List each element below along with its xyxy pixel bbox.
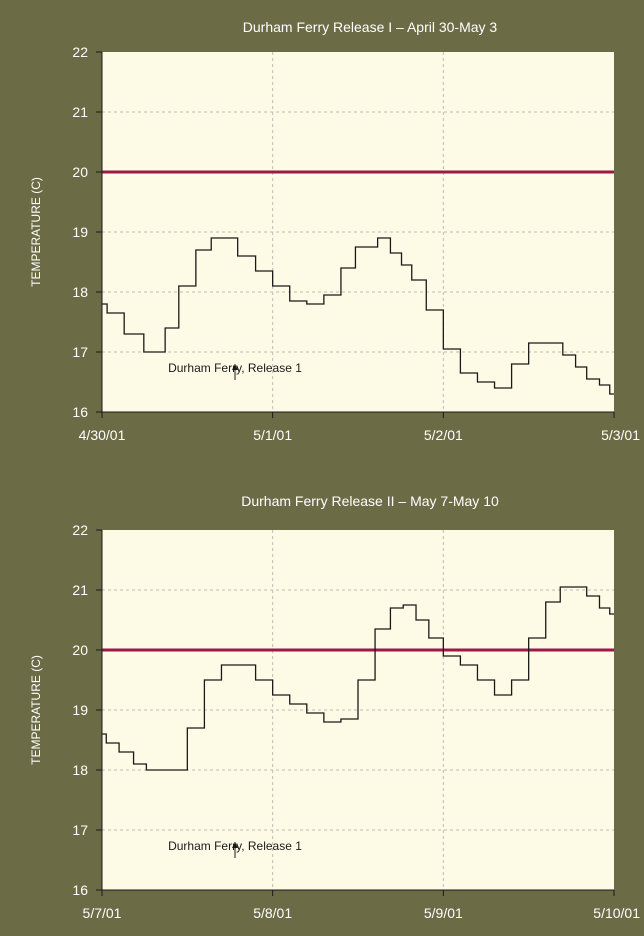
chart-1-ylabel: TEMPERATURE (C) xyxy=(29,177,43,287)
chart-1-xtick-3: 5/3/01 xyxy=(601,427,640,443)
chart-2-xtick-0: 5/7/01 xyxy=(83,905,122,921)
chart-1-ytick-18: 18 xyxy=(72,284,88,300)
chart-2-series-line-0 xyxy=(102,586,614,771)
chart-1-ytick-20: 20 xyxy=(72,164,88,180)
chart-1-annotation-arrow xyxy=(232,364,238,380)
chart-1-xtick-2: 5/2/01 xyxy=(424,427,463,443)
chart-2-ytick-17: 17 xyxy=(72,822,88,838)
chart-2-plot: 16 17 18 19 20 21 22 5/7/01 5/8/01 5/9/01 5/10/01 xyxy=(72,522,640,921)
chart-2-ytick-18: 18 xyxy=(72,762,88,778)
chart-2-xtick-1: 5/8/01 xyxy=(253,905,292,921)
chart-2-ytick-22: 22 xyxy=(72,522,88,538)
chart-1-plot-area xyxy=(102,52,614,412)
chart-1-series-line-0 xyxy=(102,237,614,395)
chart-1-xtick-1: 5/1/01 xyxy=(253,427,292,443)
chart-2-ytick-20: 20 xyxy=(72,642,88,658)
chart-1-ytick-21: 21 xyxy=(72,104,88,120)
chart-2-ytick-16: 16 xyxy=(72,882,88,898)
chart-2-xtick-3: 5/10/01 xyxy=(593,905,640,921)
chart-panel-1: Durham Ferry Release I – April 30-May 3 … xyxy=(29,19,640,443)
chart-2-annotation-arrow xyxy=(232,842,238,858)
chart-1-xtick-0: 4/30/01 xyxy=(79,427,126,443)
chart-1-plot: 16 17 18 19 20 21 22 4/30/01 5/1/01 5/2/01 5/3/01 xyxy=(72,44,640,443)
chart-1-ytick-16: 16 xyxy=(72,404,88,420)
chart-1-ytick-17: 17 xyxy=(72,344,88,360)
chart-1-title: Durham Ferry Release I – April 30-May 3 xyxy=(243,19,498,35)
chart-1-ytick-19: 19 xyxy=(72,224,88,240)
chart-2-ylabel: TEMPERATURE (C) xyxy=(29,655,43,765)
chart-2-title: Durham Ferry Release II – May 7-May 10 xyxy=(241,493,499,509)
chart-2-ytick-19: 19 xyxy=(72,702,88,718)
chart-panel-2: Durham Ferry Release II – May 7-May 10 T… xyxy=(29,493,640,921)
chart-1-ytick-22: 22 xyxy=(72,44,88,60)
chart-2-xtick-2: 5/9/01 xyxy=(424,905,463,921)
chart-2-ytick-21: 21 xyxy=(72,582,88,598)
